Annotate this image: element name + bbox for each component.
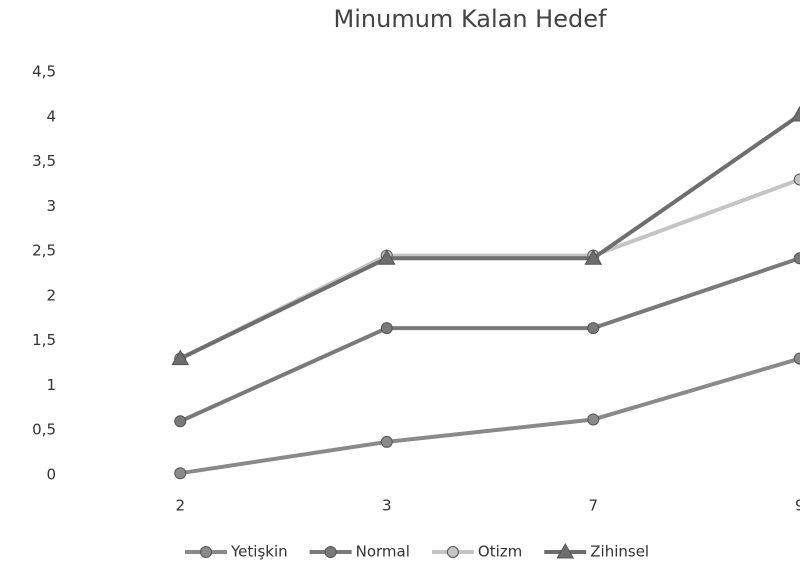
marker (380, 435, 393, 448)
y-tick-label: 2,5 (32, 242, 56, 260)
series-line (179, 256, 800, 424)
x-tick-label: 3 (382, 497, 392, 515)
y-tick-label: 1,5 (32, 331, 56, 349)
series-line (179, 113, 800, 361)
y-tick-label: 4 (46, 107, 56, 125)
marker (793, 252, 800, 265)
x-tick-label: 2 (175, 497, 185, 515)
x-tick-label: 9 (795, 497, 800, 515)
marker (174, 415, 187, 428)
marker (200, 546, 212, 558)
y-tick-label: 1 (46, 376, 56, 394)
marker (324, 546, 337, 558)
marker (171, 349, 190, 366)
series-line (179, 356, 800, 476)
legend-label: Zihinsel (590, 543, 649, 561)
marker (793, 173, 800, 186)
legend-label: Otizm (478, 543, 522, 561)
y-tick-label: 4,5 (32, 63, 56, 81)
marker (790, 105, 800, 122)
marker (793, 352, 800, 365)
y-tick-label: 2 (46, 286, 56, 304)
marker (174, 467, 187, 480)
y-tick-label: 0,5 (32, 421, 56, 439)
marker (556, 542, 575, 559)
y-tick-label: 3 (46, 197, 56, 215)
marker (377, 249, 396, 265)
x-tick-label: 7 (588, 497, 598, 515)
chart-title: Minumum Kalan Hedef (334, 5, 607, 33)
marker (587, 322, 600, 335)
marker (446, 546, 459, 558)
y-tick-label: 0 (46, 466, 56, 484)
marker (587, 413, 600, 426)
y-tick-label: 3,5 (32, 152, 56, 170)
legend-label: Yetişkin (230, 543, 288, 561)
legend-label: Normal (356, 543, 410, 561)
series-line (179, 177, 800, 361)
marker (584, 249, 603, 265)
marker (380, 322, 393, 335)
